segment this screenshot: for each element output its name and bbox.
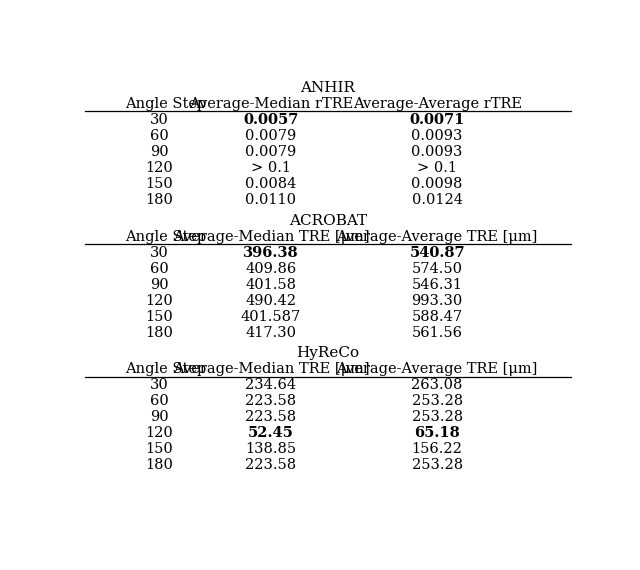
Text: Angle Step: Angle Step bbox=[125, 230, 206, 244]
Text: 138.85: 138.85 bbox=[245, 442, 296, 457]
Text: 180: 180 bbox=[145, 458, 173, 473]
Text: 0.0079: 0.0079 bbox=[245, 145, 296, 159]
Text: 60: 60 bbox=[150, 394, 169, 408]
Text: 417.30: 417.30 bbox=[246, 326, 296, 340]
Text: 234.64: 234.64 bbox=[245, 378, 296, 392]
Text: 90: 90 bbox=[150, 410, 169, 424]
Text: 993.30: 993.30 bbox=[412, 294, 463, 308]
Text: Average-Median TRE [μm]: Average-Median TRE [μm] bbox=[173, 230, 369, 244]
Text: 561.56: 561.56 bbox=[412, 326, 463, 340]
Text: 588.47: 588.47 bbox=[412, 310, 463, 324]
Text: 253.28: 253.28 bbox=[412, 458, 463, 473]
Text: 52.45: 52.45 bbox=[248, 426, 294, 441]
Text: 223.58: 223.58 bbox=[245, 394, 296, 408]
Text: 0.0124: 0.0124 bbox=[412, 193, 463, 207]
Text: Average-Median TRE [μm]: Average-Median TRE [μm] bbox=[173, 363, 369, 376]
Text: 546.31: 546.31 bbox=[412, 278, 463, 292]
Text: 90: 90 bbox=[150, 278, 169, 292]
Text: 0.0098: 0.0098 bbox=[412, 177, 463, 192]
Text: Angle Step: Angle Step bbox=[125, 363, 206, 376]
Text: ANHIR: ANHIR bbox=[301, 81, 355, 95]
Text: 574.50: 574.50 bbox=[412, 262, 463, 276]
Text: 540.87: 540.87 bbox=[410, 246, 465, 260]
Text: 65.18: 65.18 bbox=[414, 426, 460, 441]
Text: 0.0084: 0.0084 bbox=[245, 177, 297, 192]
Text: 150: 150 bbox=[145, 442, 173, 457]
Text: 60: 60 bbox=[150, 262, 169, 276]
Text: 90: 90 bbox=[150, 145, 169, 159]
Text: 0.0079: 0.0079 bbox=[245, 129, 296, 143]
Text: 180: 180 bbox=[145, 326, 173, 340]
Text: 396.38: 396.38 bbox=[243, 246, 299, 260]
Text: 401.58: 401.58 bbox=[246, 278, 296, 292]
Text: 120: 120 bbox=[145, 426, 173, 441]
Text: 180: 180 bbox=[145, 193, 173, 207]
Text: 30: 30 bbox=[150, 113, 169, 127]
Text: > 0.1: > 0.1 bbox=[251, 161, 291, 176]
Text: 409.86: 409.86 bbox=[245, 262, 296, 276]
Text: 30: 30 bbox=[150, 378, 169, 392]
Text: 0.0110: 0.0110 bbox=[246, 193, 296, 207]
Text: 401.587: 401.587 bbox=[241, 310, 301, 324]
Text: Average-Average TRE [μm]: Average-Average TRE [μm] bbox=[337, 363, 538, 376]
Text: 120: 120 bbox=[145, 294, 173, 308]
Text: 263.08: 263.08 bbox=[412, 378, 463, 392]
Text: Angle Step: Angle Step bbox=[125, 97, 206, 111]
Text: 223.58: 223.58 bbox=[245, 410, 296, 424]
Text: 0.0093: 0.0093 bbox=[412, 129, 463, 143]
Text: Average-Median rTRE: Average-Median rTRE bbox=[189, 97, 353, 111]
Text: 156.22: 156.22 bbox=[412, 442, 463, 457]
Text: 0.0093: 0.0093 bbox=[412, 145, 463, 159]
Text: 0.0071: 0.0071 bbox=[410, 113, 465, 127]
Text: 223.58: 223.58 bbox=[245, 458, 296, 473]
Text: 0.0057: 0.0057 bbox=[243, 113, 299, 127]
Text: 253.28: 253.28 bbox=[412, 394, 463, 408]
Text: 253.28: 253.28 bbox=[412, 410, 463, 424]
Text: 150: 150 bbox=[145, 177, 173, 192]
Text: ACROBAT: ACROBAT bbox=[289, 214, 367, 228]
Text: 120: 120 bbox=[145, 161, 173, 176]
Text: 30: 30 bbox=[150, 246, 169, 260]
Text: Average-Average TRE [μm]: Average-Average TRE [μm] bbox=[337, 230, 538, 244]
Text: 150: 150 bbox=[145, 310, 173, 324]
Text: Average-Average rTRE: Average-Average rTRE bbox=[353, 97, 522, 111]
Text: 490.42: 490.42 bbox=[246, 294, 296, 308]
Text: HyReCo: HyReCo bbox=[296, 347, 360, 360]
Text: 60: 60 bbox=[150, 129, 169, 143]
Text: > 0.1: > 0.1 bbox=[417, 161, 457, 176]
